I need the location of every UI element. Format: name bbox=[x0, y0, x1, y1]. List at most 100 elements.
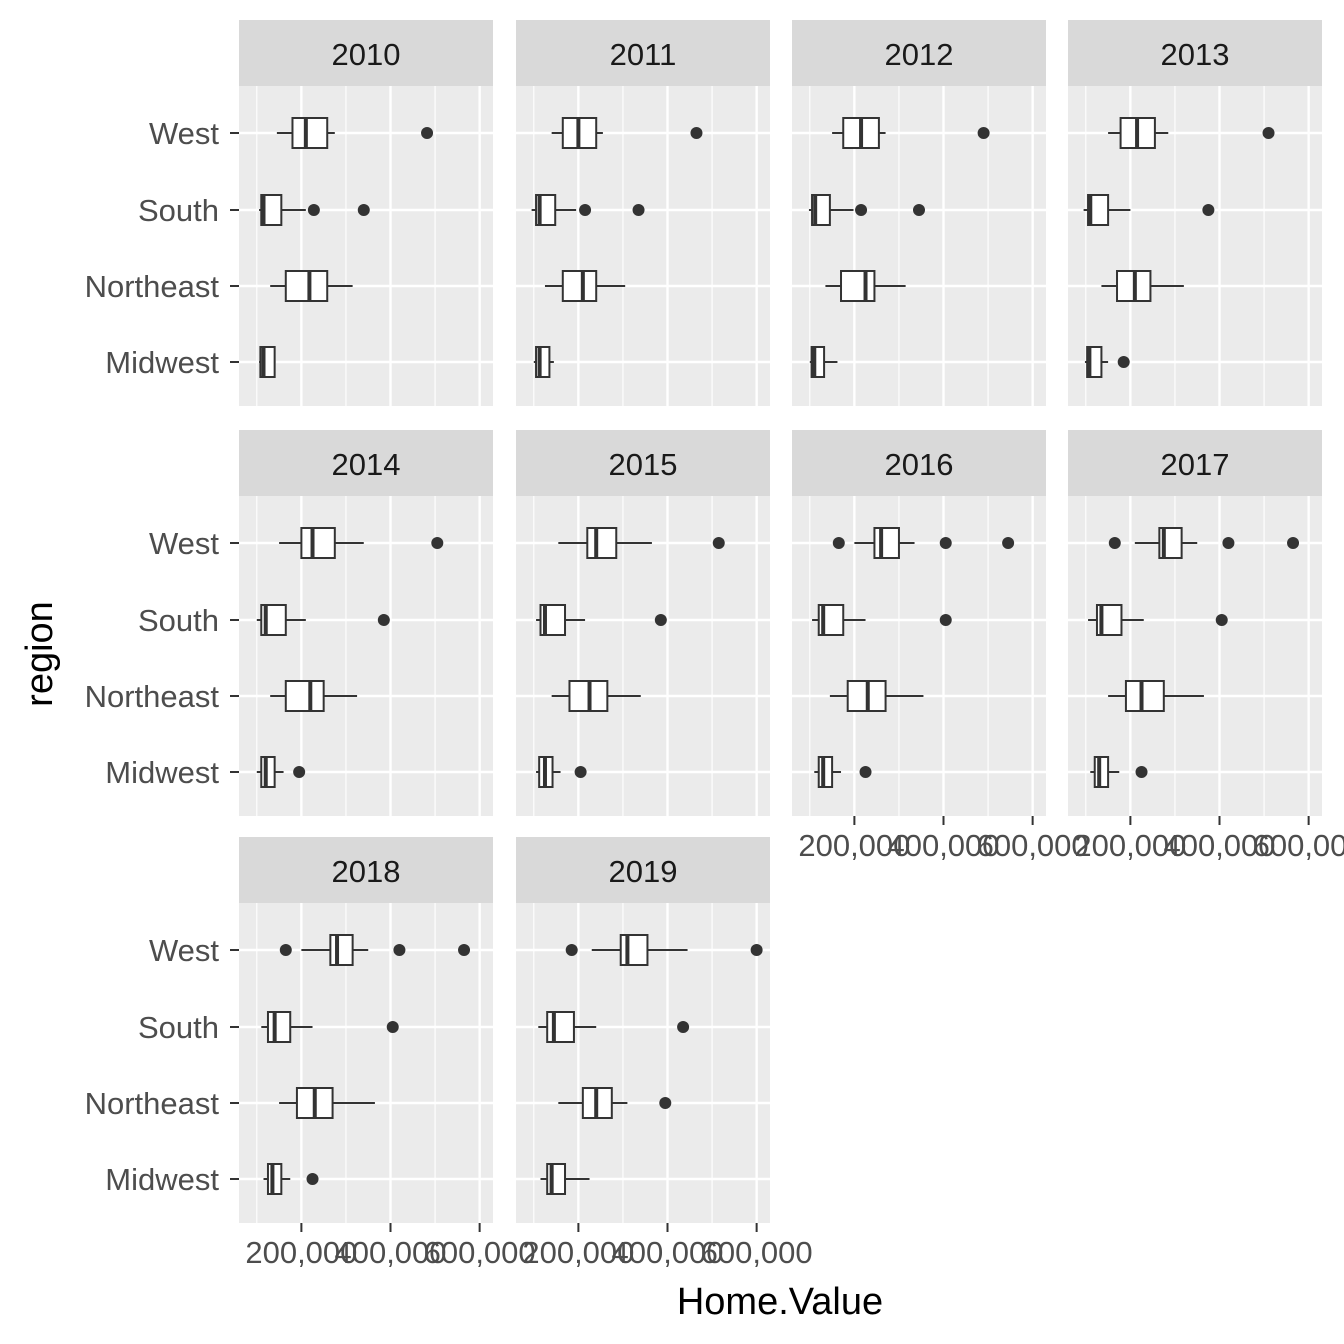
facet-strip bbox=[1068, 20, 1322, 86]
x-tick-label: 600,000 bbox=[701, 1235, 813, 1270]
box-iqr bbox=[817, 756, 834, 788]
facet-panel-2010: 2010 West South Northeast Midwest bbox=[85, 20, 493, 406]
boxplot-midwest bbox=[259, 346, 276, 378]
panel-background bbox=[239, 496, 493, 816]
outlier-point bbox=[565, 944, 578, 956]
boxplot-midwest bbox=[536, 756, 587, 788]
outlier-point bbox=[386, 1021, 399, 1033]
boxplot-northeast bbox=[1108, 680, 1204, 712]
outlier-point bbox=[939, 537, 952, 549]
box-iqr bbox=[329, 934, 354, 966]
facet-strip bbox=[516, 430, 770, 496]
panel-background bbox=[1068, 86, 1322, 406]
box-iqr bbox=[840, 270, 876, 302]
boxplot-midwest bbox=[256, 756, 306, 788]
outlier-point bbox=[939, 614, 952, 626]
outlier-point bbox=[357, 204, 370, 216]
facet-panel-2018: 2018 West South Northeast Midwest 200,000400,… bbox=[85, 837, 536, 1270]
panel-background bbox=[516, 86, 770, 406]
x-tick-label: 600,000 bbox=[977, 828, 1089, 863]
facet-panel-2013: 2013 bbox=[1068, 20, 1322, 406]
outlier-point bbox=[293, 766, 306, 778]
facet-strip bbox=[239, 20, 493, 86]
facet-strip-label: 2015 bbox=[609, 447, 678, 482]
outlier-point bbox=[1202, 204, 1215, 216]
outlier-point bbox=[1262, 127, 1275, 139]
outlier-point bbox=[855, 204, 868, 216]
x-tick-label: 400,000 bbox=[887, 828, 999, 863]
box-iqr bbox=[284, 680, 325, 712]
outlier-point bbox=[1002, 537, 1015, 549]
box-iqr bbox=[260, 756, 276, 788]
y-tick-label: West bbox=[149, 116, 219, 151]
outlier-point bbox=[431, 537, 444, 549]
x-tick-label: 200,000 bbox=[798, 828, 910, 863]
boxplot-northeast bbox=[829, 680, 924, 712]
facet-strip bbox=[516, 837, 770, 903]
outlier-point bbox=[712, 537, 725, 549]
box-iqr bbox=[586, 527, 618, 559]
x-axis-title: Home.Value bbox=[677, 1281, 883, 1323]
box-iqr bbox=[260, 194, 283, 226]
outlier-point bbox=[377, 614, 390, 626]
boxplot-midwest bbox=[1084, 346, 1130, 378]
boxplot-west bbox=[276, 117, 434, 149]
outlier-point bbox=[632, 204, 645, 216]
outlier-point bbox=[659, 1097, 672, 1109]
boxplot-midwest bbox=[814, 756, 872, 788]
boxplot-northeast bbox=[270, 680, 358, 712]
facet-panel-2015: 2015 bbox=[516, 430, 770, 816]
outlier-point bbox=[977, 127, 990, 139]
box-iqr bbox=[1087, 194, 1110, 226]
outlier-point bbox=[832, 537, 845, 549]
y-tick-label: Midwest bbox=[105, 755, 219, 790]
y-axis-title: region bbox=[19, 601, 61, 707]
panel-background bbox=[239, 86, 493, 406]
boxplot-south bbox=[808, 194, 925, 226]
outlier-point bbox=[913, 204, 925, 216]
facet-strip-label: 2019 bbox=[609, 854, 678, 889]
panel-background bbox=[516, 496, 770, 816]
boxplot-northeast bbox=[825, 270, 906, 302]
box-iqr bbox=[873, 527, 900, 559]
boxplot-midwest bbox=[809, 346, 838, 378]
boxplot-west bbox=[279, 934, 471, 966]
facet-strip-label: 2018 bbox=[332, 854, 401, 889]
boxplot-south bbox=[256, 604, 390, 636]
panel-background bbox=[1068, 496, 1322, 816]
boxplot-south bbox=[261, 1011, 399, 1043]
boxplot-west bbox=[832, 527, 1015, 559]
boxplot-west bbox=[279, 527, 444, 559]
y-tick-label: West bbox=[149, 933, 219, 968]
outlier-point bbox=[307, 204, 320, 216]
x-tick-label: 600,000 bbox=[424, 1235, 536, 1270]
box-iqr bbox=[561, 270, 598, 302]
y-tick-label: Northeast bbox=[85, 269, 220, 304]
boxplot-northeast bbox=[279, 1087, 375, 1119]
boxplot-west bbox=[565, 934, 763, 966]
x-tick-label: 200,000 bbox=[522, 1235, 634, 1270]
panel-background bbox=[792, 86, 1046, 406]
facet-strip-label: 2014 bbox=[332, 447, 401, 482]
x-tick-label: 600,000 bbox=[1253, 828, 1344, 863]
facet-strip-label: 2010 bbox=[332, 37, 401, 72]
boxplot-south bbox=[536, 604, 667, 636]
boxplot-south bbox=[259, 194, 370, 226]
outlier-point bbox=[579, 204, 592, 216]
y-tick-label: South bbox=[138, 1010, 219, 1045]
outlier-point bbox=[1135, 766, 1148, 778]
facet-strip bbox=[516, 20, 770, 86]
outlier-point bbox=[1117, 356, 1130, 368]
facet-strip bbox=[792, 20, 1046, 86]
outlier-point bbox=[574, 766, 587, 778]
facet-strip bbox=[1068, 430, 1322, 496]
boxplot-south bbox=[531, 194, 645, 226]
outlier-point bbox=[279, 944, 292, 956]
x-tick-label: 400,000 bbox=[1163, 828, 1275, 863]
boxplot-northeast bbox=[544, 270, 626, 302]
box-iqr bbox=[1124, 680, 1165, 712]
outlier-point bbox=[690, 127, 703, 139]
